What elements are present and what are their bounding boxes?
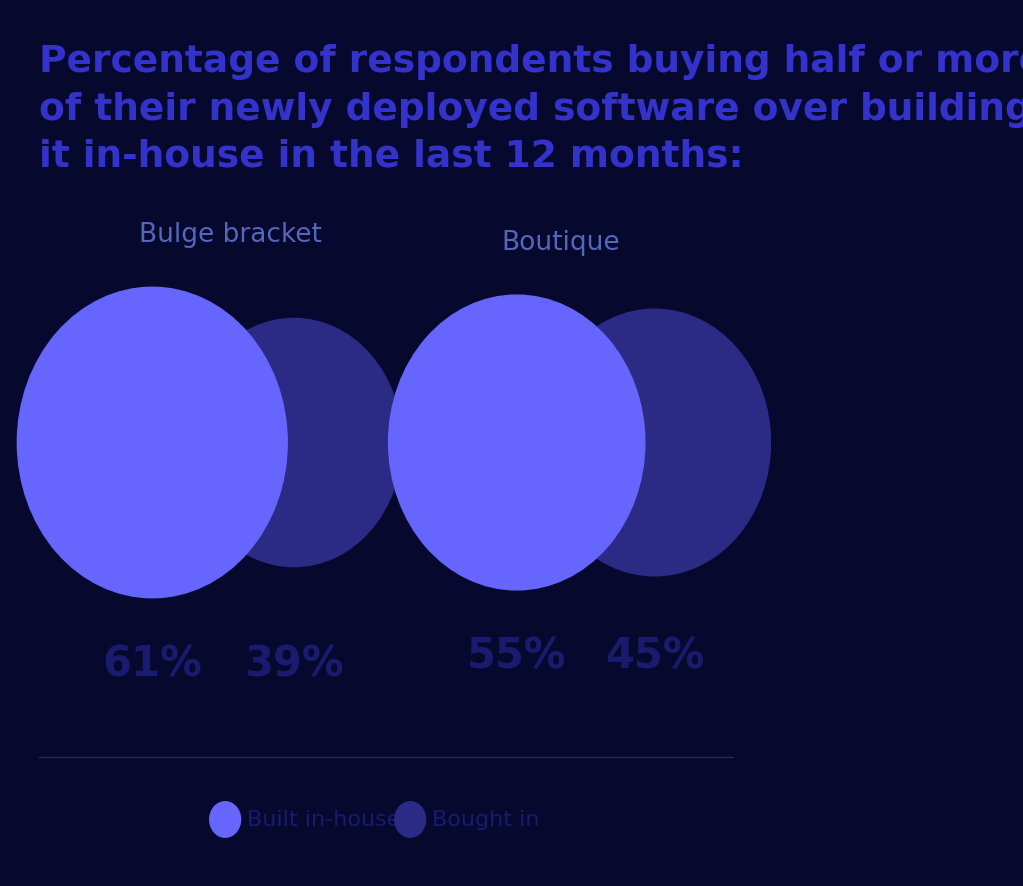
- Text: 39%: 39%: [244, 642, 344, 684]
- Circle shape: [17, 288, 287, 598]
- Text: 55%: 55%: [466, 634, 567, 677]
- Circle shape: [395, 802, 426, 837]
- Text: 61%: 61%: [102, 642, 203, 684]
- Circle shape: [389, 296, 644, 590]
- Text: Built in-house: Built in-house: [247, 810, 400, 829]
- Text: Bulge bracket: Bulge bracket: [139, 222, 321, 248]
- Text: Bought in: Bought in: [432, 810, 539, 829]
- Text: 45%: 45%: [605, 634, 705, 677]
- Text: Percentage of respondents buying half or more
of their newly deployed software o: Percentage of respondents buying half or…: [39, 44, 1023, 175]
- Circle shape: [539, 310, 770, 576]
- Text: Boutique: Boutique: [501, 230, 620, 256]
- Circle shape: [210, 802, 240, 837]
- Circle shape: [186, 319, 402, 567]
